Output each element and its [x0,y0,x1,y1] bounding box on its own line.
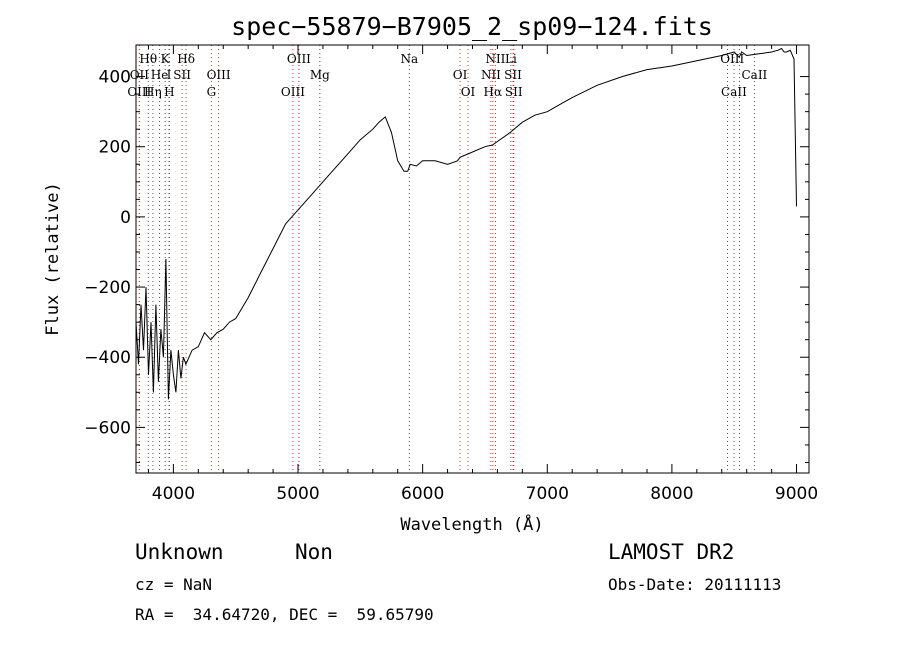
line-marker-label: OII [130,68,150,82]
y-tick-label: −600 [84,418,131,438]
line-marker-label: NII [485,52,505,66]
line-marker-label: H [164,85,174,99]
line-marker-label: K [161,52,171,66]
x-tick-label: 8000 [650,484,693,504]
redshift-value: cz = NaN [135,575,213,594]
object-class: Unknown [135,540,224,564]
y-tick-label: 200 [99,138,131,158]
x-tick-label: 6000 [401,484,444,504]
x-tick-label: 5000 [276,484,319,504]
x-axis-label: Wavelength (Å) [400,513,543,535]
y-tick-label: −200 [84,278,131,298]
y-axis-label: Flux (relative) [43,182,63,336]
line-marker-label: OI [720,52,735,66]
y-tick-label: 400 [99,68,131,88]
line-marker-label: SII [504,68,522,82]
line-marker-label: Hθ [139,52,157,66]
line-marker-label: OIII [127,85,151,99]
x-tick-label: 7000 [526,484,569,504]
series-layer [135,47,797,400]
line-marker-label: OI [461,85,476,99]
line-marker-label: I [167,68,172,82]
axes: 4000 5000 6000 7000 8000 9000 −600 −400 −200 0 200… [84,45,818,504]
object-subclass: Non [295,540,333,564]
line-marker-label: SII [173,68,191,82]
line-marker-label: II [735,52,745,66]
y-tick-label: 0 [120,208,131,228]
line-marker-label: Hδ [177,52,195,66]
y-tick-label: −400 [84,348,131,368]
line-marker-label: OIII [281,85,305,99]
line-marker-label: Na [400,52,418,66]
plot-frame [135,44,810,474]
line-marker-label: G [207,85,217,99]
line-marker-label: Hα [484,85,503,99]
spectrum-line-0 [135,47,797,400]
line-marker-label: He [151,68,169,82]
x-tick-label: 4000 [152,484,195,504]
chart-title: spec−55879−B7905_2_sp09−124.fits [231,12,713,41]
line-marker-label: Mg [310,68,330,82]
line-marker-label: CaII [741,68,767,82]
line-marker-label: SII [505,85,523,99]
line-marker-label: Hη [144,85,162,99]
line-marker-label: NII [481,68,501,82]
line-marker-label: OIII [207,68,231,82]
line-marker-label: OIII [287,52,311,66]
observation-date: Obs-Date: 20111113 [608,575,782,594]
line-marker-label: Li [505,52,517,66]
coordinates: RA = 34.64720, DEC = 59.65790 [135,605,434,624]
x-tick-label: 9000 [775,484,818,504]
line-marker-label: OI [453,68,468,82]
survey-name: LAMOST DR2 [608,540,735,564]
line-marker-label: CaII [721,85,747,99]
